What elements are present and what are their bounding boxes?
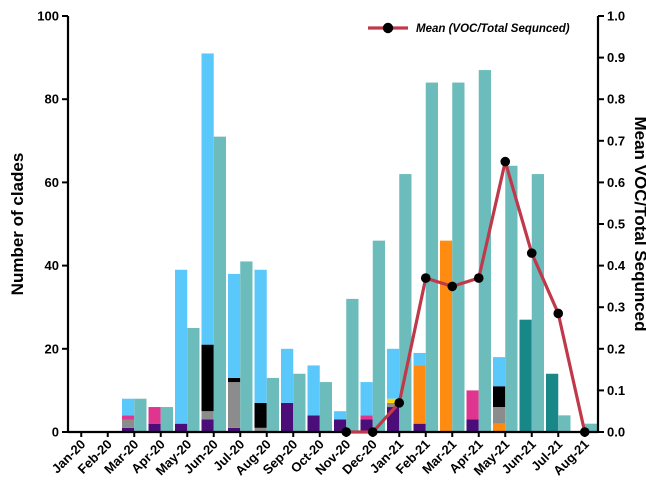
- stacked-bar-segment-Mar-20-0: [122, 427, 135, 432]
- right-y-tick-label: 0.3: [607, 300, 625, 315]
- stacked-bar-segment-Oct-20-1: [307, 365, 320, 416]
- total-bar-Oct-20: [319, 382, 332, 432]
- total-bar-Aug-21: [584, 423, 597, 432]
- stacked-bar-segment-Aug-20-1: [254, 402, 267, 428]
- stacked-bar-segment-Apr-20-0: [148, 423, 161, 432]
- right-y-tick-label: 0.1: [607, 383, 625, 398]
- stacked-bar-segment-Dec-20-1: [360, 415, 373, 420]
- total-bar-Jul-21: [558, 415, 571, 432]
- left-y-tick-label: 60: [45, 175, 59, 190]
- stacked-bar-segment-Nov-20-1: [334, 411, 347, 420]
- stacked-bar-segment-Jul-21-0: [546, 373, 559, 432]
- stacked-bar-segment-May-21-0: [493, 423, 506, 432]
- total-bar-Feb-21: [425, 82, 438, 432]
- right-y-tick-label: 0.0: [607, 425, 625, 440]
- left-y-tick-label: 0: [52, 425, 59, 440]
- stacked-bar-segment-Jul-20-3: [228, 273, 241, 378]
- mean-voc-point-Aug-21: [579, 427, 590, 437]
- stacked-bar-segment-Jun-21-0: [519, 319, 532, 432]
- total-bar-Jun-20: [213, 136, 226, 432]
- stacked-bar-segment-Sep-20-0: [281, 402, 294, 432]
- stacked-bar-segment-Jul-20-0: [228, 427, 241, 432]
- stacked-bar-segment-Jul-20-1: [228, 382, 241, 428]
- mean-line-layer: [341, 156, 590, 437]
- right-y-tick-label: 0.8: [607, 92, 625, 107]
- legend-label: Mean (VOC/Total Sequnced): [416, 23, 570, 35]
- mean-voc-point-Nov-20: [341, 427, 352, 437]
- mean-voc-point-Feb-21: [420, 273, 431, 283]
- stacked-bars-layer: [122, 53, 559, 432]
- mean-voc-point-Apr-21: [473, 273, 484, 283]
- total-bar-Sep-20: [293, 373, 306, 432]
- mean-voc-point-Jun-21: [526, 248, 537, 258]
- stacked-bar-segment-Jun-20-0: [201, 419, 214, 432]
- mean-voc-point-Jan-21: [394, 398, 405, 408]
- stacked-bar-segment-Jul-20-2: [228, 377, 241, 383]
- stacked-bar-segment-Jun-20-2: [201, 344, 214, 412]
- stacked-bar-segment-Sep-20-1: [281, 348, 294, 403]
- stacked-bar-segment-Feb-21-0: [413, 423, 426, 432]
- mean-voc-point-Dec-20: [367, 427, 378, 437]
- legend: Mean (VOC/Total Sequnced): [368, 22, 570, 35]
- mean-voc-point-Mar-21: [447, 281, 458, 292]
- right-y-tick-label: 0.2: [607, 341, 625, 356]
- stacked-bar-segment-Apr-20-1: [148, 407, 161, 424]
- total-bar-Mar-21: [452, 82, 465, 432]
- total-bar-Apr-20: [160, 407, 173, 432]
- total-bar-Aug-20: [266, 377, 279, 432]
- stacked-bar-segment-Mar-20-3: [122, 398, 135, 416]
- left-y-tick-label: 100: [37, 9, 59, 24]
- stacked-bar-segment-Jan-21-1: [387, 402, 400, 408]
- stacked-bar-segment-Aug-20-0: [254, 427, 267, 432]
- total-bar-May-21: [505, 165, 518, 432]
- legend-marker: [382, 22, 394, 34]
- total-bar-Jul-20: [240, 261, 253, 432]
- stacked-bar-segment-Jan-21-2: [387, 398, 400, 403]
- stacked-bar-segment-May-20-0: [175, 423, 188, 432]
- right-y-axis-title: Mean VOC/Total Sequnced: [631, 116, 646, 331]
- stacked-bar-segment-May-21-1: [493, 407, 506, 424]
- stacked-bar-segment-Mar-20-1: [122, 419, 135, 428]
- mean-voc-point-Jul-21: [553, 308, 564, 319]
- right-y-tick-label: 0.5: [607, 217, 625, 232]
- stacked-bar-segment-Feb-21-2: [413, 352, 426, 366]
- stacked-bar-segment-Jan-21-3: [387, 348, 400, 399]
- left-y-tick-label: 80: [45, 92, 59, 107]
- stacked-bar-segment-Dec-20-2: [360, 382, 373, 416]
- stacked-bar-segment-Apr-21-0: [466, 419, 479, 432]
- stacked-bar-segment-Jun-20-1: [201, 411, 214, 420]
- right-y-tick-label: 0.6: [607, 175, 625, 190]
- total-bar-Mar-20: [134, 398, 147, 432]
- stacked-bar-segment-May-20-1: [175, 269, 188, 424]
- stacked-bar-segment-Aug-20-2: [254, 269, 267, 403]
- total-bar-Jan-21: [399, 174, 412, 432]
- total-bar-Jun-21: [531, 174, 544, 432]
- stacked-bar-segment-Mar-20-2: [122, 415, 135, 420]
- total-bar-Dec-20: [372, 240, 385, 432]
- left-y-axis-title: Number of clades: [8, 153, 27, 296]
- right-y-tick-label: 0.4: [607, 258, 626, 273]
- stacked-bar-segment-May-21-3: [493, 357, 506, 387]
- stacked-bar-segment-Mar-21-0: [440, 240, 453, 432]
- stacked-bar-segment-Oct-20-0: [307, 415, 320, 432]
- total-bar-Nov-20: [346, 298, 359, 432]
- mean-voc-point-May-21: [500, 156, 511, 167]
- stacked-bar-segment-Feb-21-1: [413, 365, 426, 424]
- stacked-bar-segment-Jun-20-3: [201, 53, 214, 345]
- stacked-bar-segment-May-21-2: [493, 386, 506, 408]
- left-y-tick-label: 20: [45, 341, 59, 356]
- stacked-bar-segment-Apr-21-1: [466, 390, 479, 420]
- left-y-tick-label: 40: [45, 258, 59, 273]
- total-bar-May-20: [187, 328, 200, 432]
- right-y-tick-label: 0.7: [607, 133, 625, 148]
- mean-voc-line: [346, 160, 587, 434]
- right-y-tick-label: 1.0: [607, 9, 625, 24]
- total-bars-layer: [134, 70, 597, 432]
- right-y-tick-label: 0.9: [607, 50, 625, 65]
